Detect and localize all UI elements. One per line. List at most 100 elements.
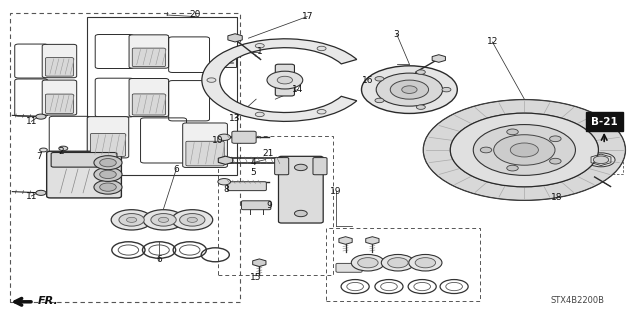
Circle shape xyxy=(277,76,292,84)
FancyBboxPatch shape xyxy=(182,123,227,167)
Circle shape xyxy=(480,147,492,153)
Bar xyxy=(579,146,623,174)
Circle shape xyxy=(424,100,625,200)
Circle shape xyxy=(358,258,378,268)
Circle shape xyxy=(100,170,116,179)
Text: 21: 21 xyxy=(262,149,273,158)
Circle shape xyxy=(94,156,122,170)
Bar xyxy=(87,17,237,175)
Circle shape xyxy=(94,180,122,194)
Circle shape xyxy=(180,213,205,226)
Circle shape xyxy=(402,86,417,93)
FancyBboxPatch shape xyxy=(45,58,74,76)
Text: 12: 12 xyxy=(487,38,498,47)
FancyBboxPatch shape xyxy=(51,152,117,167)
FancyBboxPatch shape xyxy=(132,94,166,115)
FancyBboxPatch shape xyxy=(241,201,271,210)
FancyBboxPatch shape xyxy=(129,35,169,68)
Circle shape xyxy=(267,71,303,89)
Text: 15: 15 xyxy=(250,272,262,281)
Circle shape xyxy=(362,66,458,114)
FancyBboxPatch shape xyxy=(227,182,266,191)
Circle shape xyxy=(550,136,561,142)
Wedge shape xyxy=(202,39,356,122)
Circle shape xyxy=(218,179,230,185)
FancyBboxPatch shape xyxy=(313,158,327,175)
Circle shape xyxy=(207,78,216,82)
Text: 18: 18 xyxy=(550,193,562,202)
Text: FR.: FR. xyxy=(38,296,58,306)
Circle shape xyxy=(351,255,385,271)
Circle shape xyxy=(507,129,518,135)
Text: 1: 1 xyxy=(257,47,262,56)
Circle shape xyxy=(473,124,575,175)
Circle shape xyxy=(255,44,264,48)
Circle shape xyxy=(218,134,230,140)
Circle shape xyxy=(172,210,212,230)
Circle shape xyxy=(388,258,408,268)
FancyBboxPatch shape xyxy=(278,156,323,223)
FancyBboxPatch shape xyxy=(45,94,74,114)
Circle shape xyxy=(376,73,443,106)
Wedge shape xyxy=(424,100,625,200)
Circle shape xyxy=(317,46,326,51)
Text: 7: 7 xyxy=(36,152,42,161)
Circle shape xyxy=(375,98,384,103)
FancyBboxPatch shape xyxy=(42,80,77,115)
Circle shape xyxy=(381,255,415,271)
FancyBboxPatch shape xyxy=(42,44,77,78)
Circle shape xyxy=(550,158,561,164)
Circle shape xyxy=(409,255,442,271)
Circle shape xyxy=(507,165,518,171)
Circle shape xyxy=(100,183,116,191)
Circle shape xyxy=(94,167,122,182)
Text: 13: 13 xyxy=(229,114,241,123)
Text: 10: 10 xyxy=(212,136,223,145)
Circle shape xyxy=(36,114,46,119)
Text: 4: 4 xyxy=(250,158,256,167)
Text: 5: 5 xyxy=(250,168,256,177)
Circle shape xyxy=(151,213,176,226)
Circle shape xyxy=(59,146,68,151)
Circle shape xyxy=(294,210,307,217)
FancyBboxPatch shape xyxy=(586,113,623,131)
FancyBboxPatch shape xyxy=(47,151,122,198)
Text: 19: 19 xyxy=(330,187,342,196)
Bar xyxy=(326,228,479,301)
Circle shape xyxy=(510,143,538,157)
Circle shape xyxy=(417,70,426,74)
Circle shape xyxy=(451,113,598,187)
Circle shape xyxy=(442,87,451,92)
Text: 11: 11 xyxy=(26,191,37,201)
Text: 6: 6 xyxy=(156,255,162,264)
Text: 14: 14 xyxy=(292,85,303,94)
Circle shape xyxy=(417,105,426,109)
Circle shape xyxy=(127,217,137,222)
Circle shape xyxy=(493,135,555,165)
FancyBboxPatch shape xyxy=(90,133,125,156)
FancyBboxPatch shape xyxy=(129,78,169,117)
Circle shape xyxy=(40,148,47,152)
FancyBboxPatch shape xyxy=(336,263,362,272)
FancyBboxPatch shape xyxy=(87,117,129,158)
Text: 8: 8 xyxy=(223,185,229,194)
Circle shape xyxy=(111,210,152,230)
Text: 17: 17 xyxy=(301,12,313,21)
Circle shape xyxy=(255,112,264,117)
Text: STX4B2200B: STX4B2200B xyxy=(550,296,604,305)
Circle shape xyxy=(317,109,326,114)
FancyBboxPatch shape xyxy=(275,64,294,96)
Text: 3: 3 xyxy=(394,30,399,39)
Circle shape xyxy=(143,210,184,230)
Text: 16: 16 xyxy=(362,76,374,85)
Circle shape xyxy=(100,159,116,167)
Text: 20: 20 xyxy=(190,11,201,19)
Circle shape xyxy=(375,77,384,81)
FancyBboxPatch shape xyxy=(186,141,224,166)
Circle shape xyxy=(593,156,609,164)
Text: 6: 6 xyxy=(173,165,179,174)
Text: 11: 11 xyxy=(26,117,37,126)
FancyBboxPatch shape xyxy=(132,48,166,67)
Circle shape xyxy=(587,153,615,167)
Circle shape xyxy=(187,217,197,222)
